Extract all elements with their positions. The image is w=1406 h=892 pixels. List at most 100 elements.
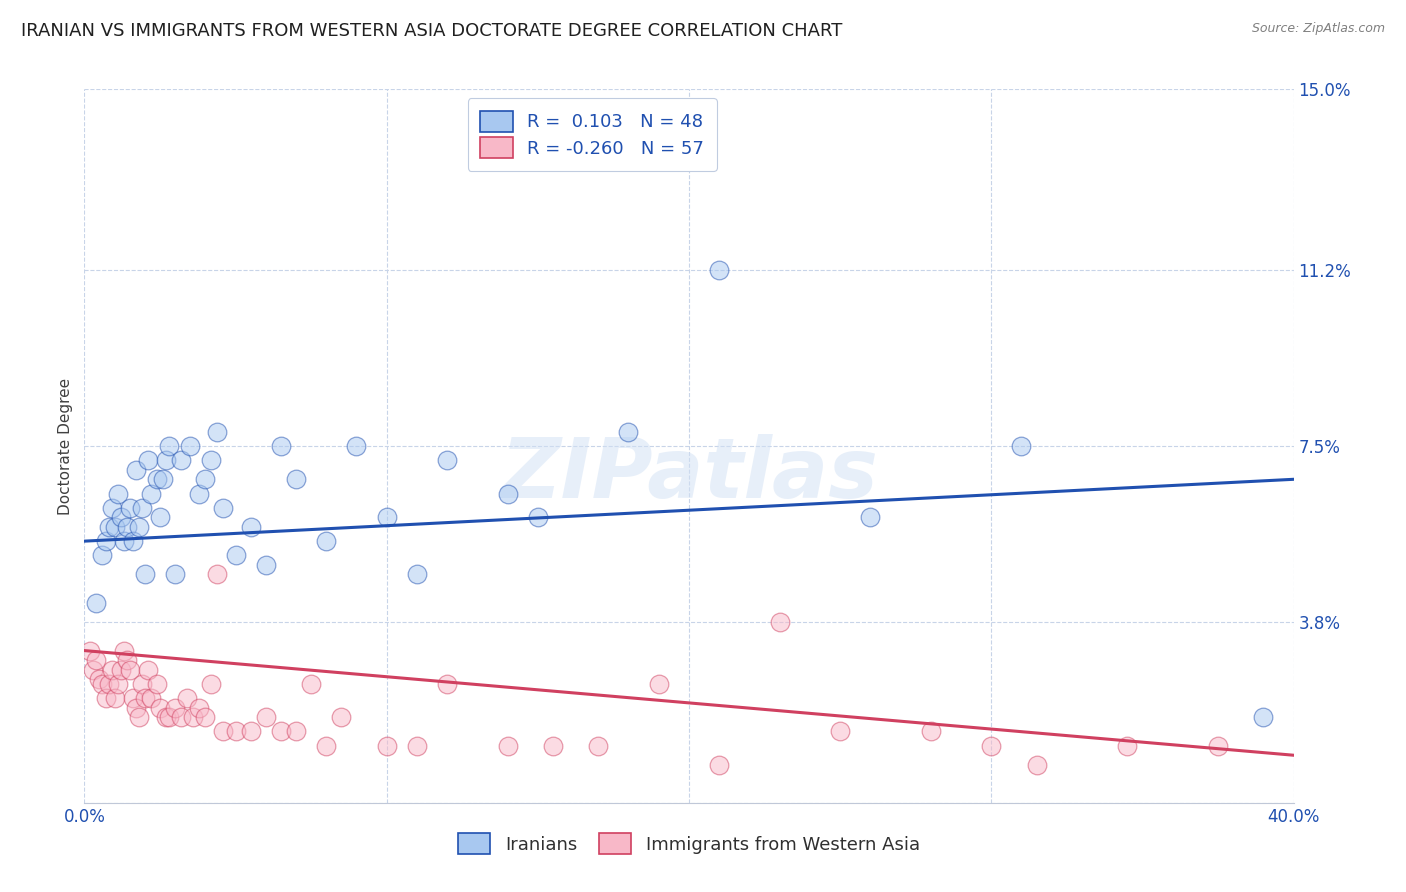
Point [436, 677, 458, 691]
Text: Source: ZipAtlas.com: Source: ZipAtlas.com [1251, 22, 1385, 36]
Point [225, 724, 247, 739]
Point [330, 710, 353, 724]
Point [920, 724, 942, 739]
Point [94, 534, 117, 549]
Point [86, 653, 108, 667]
Point [541, 739, 564, 753]
Point [139, 691, 162, 706]
Point [212, 500, 235, 515]
Point [118, 500, 141, 515]
Point [104, 691, 127, 706]
Point [91, 549, 114, 563]
Point [128, 520, 150, 534]
Point [157, 439, 180, 453]
Point [79, 643, 101, 657]
Point [136, 663, 159, 677]
Point [496, 739, 519, 753]
Point [194, 710, 217, 724]
Point [200, 677, 222, 691]
Point [91, 677, 114, 691]
Point [375, 739, 398, 753]
Point [588, 739, 610, 753]
Point [134, 567, 156, 582]
Point [115, 520, 138, 534]
Point [980, 739, 1002, 753]
Point [496, 486, 519, 500]
Point [131, 500, 153, 515]
Point [315, 739, 337, 753]
Point [769, 615, 792, 629]
Point [94, 691, 117, 706]
Point [1025, 757, 1047, 772]
Point [170, 453, 193, 467]
Point [436, 453, 458, 467]
Point [406, 567, 429, 582]
Point [128, 710, 150, 724]
Point [270, 724, 292, 739]
Text: ZIPatlas: ZIPatlas [501, 434, 877, 515]
Point [225, 549, 247, 563]
Point [100, 663, 122, 677]
Point [121, 534, 143, 549]
Point [709, 757, 731, 772]
Point [139, 486, 162, 500]
Point [107, 486, 129, 500]
Point [1253, 710, 1275, 724]
Point [239, 520, 262, 534]
Point [830, 724, 852, 739]
Point [136, 453, 159, 467]
Point [239, 724, 262, 739]
Point [112, 643, 135, 657]
Point [406, 739, 429, 753]
Point [709, 263, 731, 277]
Point [134, 691, 156, 706]
Point [315, 534, 337, 549]
Point [254, 710, 277, 724]
Point [152, 472, 174, 486]
Point [107, 677, 129, 691]
Y-axis label: Doctorate Degree: Doctorate Degree [58, 377, 73, 515]
Point [89, 672, 111, 686]
Point [254, 558, 277, 572]
Point [86, 596, 108, 610]
Point [131, 677, 153, 691]
Point [100, 500, 122, 515]
Point [125, 463, 148, 477]
Point [299, 677, 322, 691]
Point [285, 724, 308, 739]
Point [125, 700, 148, 714]
Point [527, 510, 550, 524]
Point [155, 710, 177, 724]
Point [121, 691, 143, 706]
Point [110, 663, 132, 677]
Point [617, 425, 640, 439]
Point [155, 453, 177, 467]
Point [104, 520, 127, 534]
Point [1011, 439, 1033, 453]
Point [1206, 739, 1229, 753]
Point [170, 710, 193, 724]
Point [115, 653, 138, 667]
Point [346, 439, 368, 453]
Point [112, 534, 135, 549]
Point [212, 724, 235, 739]
Text: IRANIAN VS IMMIGRANTS FROM WESTERN ASIA DOCTORATE DEGREE CORRELATION CHART: IRANIAN VS IMMIGRANTS FROM WESTERN ASIA … [21, 22, 842, 40]
Point [207, 425, 229, 439]
Point [270, 439, 292, 453]
Point [648, 677, 671, 691]
Point [188, 486, 211, 500]
Point [176, 691, 198, 706]
Point [149, 510, 172, 524]
Point [165, 700, 187, 714]
Point [97, 677, 120, 691]
Point [188, 700, 211, 714]
Point [285, 472, 308, 486]
Point [157, 710, 180, 724]
Point [1116, 739, 1139, 753]
Point [859, 510, 882, 524]
Legend: Iranians, Immigrants from Western Asia: Iranians, Immigrants from Western Asia [447, 822, 931, 865]
Point [110, 510, 132, 524]
Point [97, 520, 120, 534]
Point [149, 700, 172, 714]
Point [375, 510, 398, 524]
